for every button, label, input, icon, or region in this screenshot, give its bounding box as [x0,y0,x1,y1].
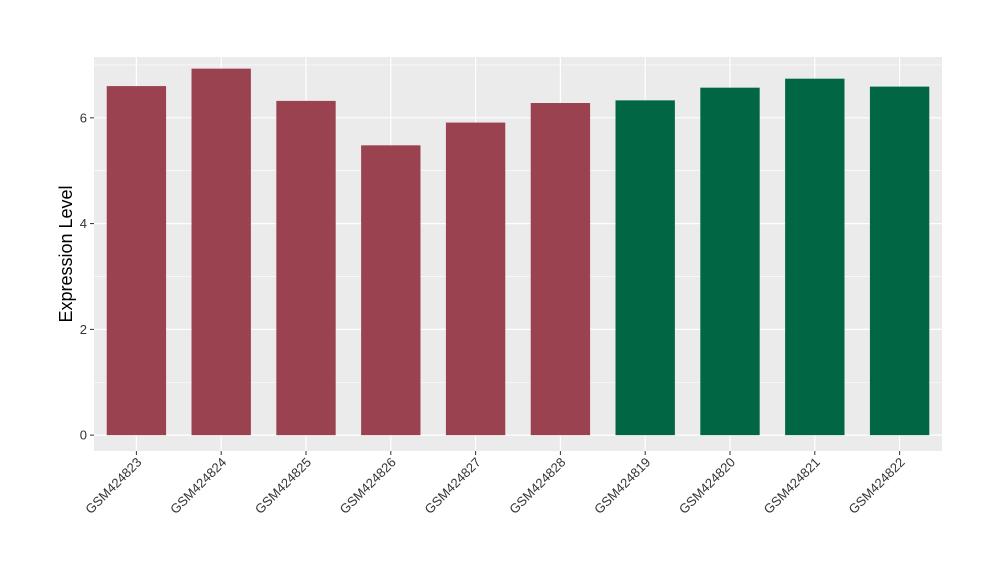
y-tick-label: 4 [80,216,87,231]
x-tick-label: GSM424820 [676,455,738,517]
bar-gsm424822 [869,86,930,436]
x-tick-label: GSM424828 [506,455,568,517]
y-axis-title: Expression Level [56,185,76,322]
bar-gsm424823 [106,86,167,436]
y-tick-label: 6 [80,110,87,125]
x-tick-label: GSM424827 [421,455,483,517]
y-tick-label: 2 [80,322,87,337]
bar-gsm424825 [276,100,336,436]
bar-gsm424824 [191,68,251,436]
x-tick-label: GSM424824 [167,455,229,517]
bar-gsm424819 [615,100,675,436]
y-tick-label: 0 [80,428,87,443]
bars [106,68,930,436]
bar-gsm424820 [700,87,760,436]
x-tick-label: GSM424819 [591,455,653,517]
bar-gsm424821 [785,78,845,436]
x-tick-label: GSM424821 [761,455,823,517]
bar-gsm424828 [530,103,591,436]
bar-gsm424826 [361,145,421,436]
y-axis: 0 2 4 6 [80,110,94,443]
x-tick-label: GSM424825 [252,455,314,517]
bar-gsm424827 [445,122,506,436]
x-axis: GSM424823 GSM424824 GSM424825 GSM424826 GSM4… [82,451,908,517]
x-tick-label: GSM424826 [337,455,399,517]
x-tick-label: GSM424822 [845,455,907,517]
x-tick-label: GSM424823 [82,455,144,517]
